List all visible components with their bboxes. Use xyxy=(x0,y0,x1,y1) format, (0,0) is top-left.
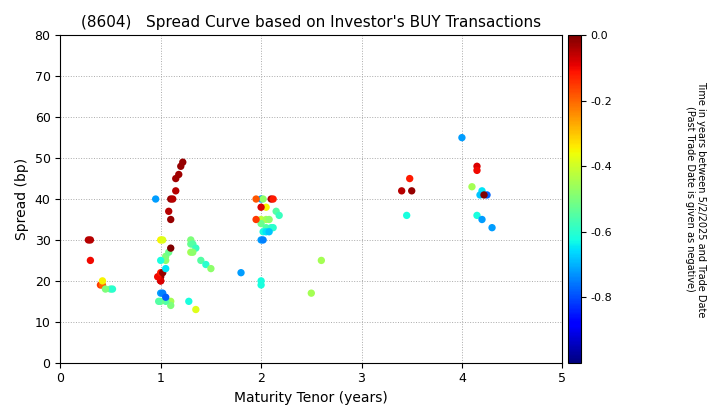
Point xyxy=(155,298,166,304)
Point xyxy=(96,281,108,288)
Point xyxy=(474,192,486,198)
Point xyxy=(153,273,164,280)
Point xyxy=(85,236,96,243)
Point xyxy=(185,236,197,243)
Point xyxy=(256,196,267,202)
Point xyxy=(187,241,199,247)
Point xyxy=(266,224,277,231)
X-axis label: Maturity Tenor (years): Maturity Tenor (years) xyxy=(235,391,388,405)
Point xyxy=(271,208,282,215)
Point xyxy=(456,134,468,141)
Point xyxy=(185,249,197,256)
Point xyxy=(155,236,166,243)
Point xyxy=(153,298,164,304)
Point xyxy=(165,245,176,252)
Point xyxy=(256,204,267,210)
Point xyxy=(267,224,279,231)
Point xyxy=(152,273,163,280)
Point xyxy=(173,171,184,178)
Point xyxy=(150,196,161,202)
Point xyxy=(177,159,189,165)
Point xyxy=(157,269,168,276)
Point xyxy=(157,236,168,243)
Point xyxy=(264,216,275,223)
Point xyxy=(256,281,267,288)
Point xyxy=(165,298,176,304)
Point xyxy=(163,249,174,256)
Point xyxy=(266,196,277,202)
Point xyxy=(155,278,166,284)
Point xyxy=(476,216,487,223)
Point xyxy=(315,257,327,264)
Point xyxy=(157,290,168,297)
Title: (8604)   Spread Curve based on Investor's BUY Transactions: (8604) Spread Curve based on Investor's … xyxy=(81,15,541,30)
Point xyxy=(274,212,285,219)
Point xyxy=(96,278,108,284)
Point xyxy=(160,294,171,301)
Point xyxy=(160,298,171,304)
Point xyxy=(165,216,176,223)
Point xyxy=(165,302,176,309)
Point xyxy=(305,290,317,297)
Point xyxy=(257,196,269,202)
Point xyxy=(200,261,212,268)
Point xyxy=(471,163,482,170)
Point xyxy=(155,273,166,280)
Point xyxy=(163,208,174,215)
Point xyxy=(155,278,166,284)
Point xyxy=(256,278,267,284)
Point xyxy=(160,253,171,260)
Point xyxy=(170,175,181,182)
Point xyxy=(175,163,186,170)
Point xyxy=(261,228,272,235)
Point xyxy=(183,298,194,304)
Point xyxy=(404,175,415,182)
Point xyxy=(170,187,181,194)
Point xyxy=(190,245,202,252)
Point xyxy=(261,204,272,210)
Point xyxy=(264,228,275,235)
Point xyxy=(187,249,199,256)
Point xyxy=(471,167,482,174)
Point xyxy=(261,224,272,231)
Point xyxy=(256,216,267,223)
Point xyxy=(257,228,269,235)
Point xyxy=(160,257,171,264)
Point xyxy=(256,220,267,227)
Point xyxy=(155,290,166,297)
Point xyxy=(406,187,418,194)
Point xyxy=(95,281,107,288)
Point xyxy=(251,196,262,202)
Point xyxy=(251,216,262,223)
Point xyxy=(257,236,269,243)
Point xyxy=(486,224,498,231)
Point xyxy=(476,187,487,194)
Point xyxy=(205,265,217,272)
Point xyxy=(190,306,202,313)
Point xyxy=(185,241,197,247)
Point xyxy=(155,257,166,264)
Point xyxy=(235,269,247,276)
Point xyxy=(467,184,478,190)
Y-axis label: Spread (bp): Spread (bp) xyxy=(15,158,29,240)
Point xyxy=(107,286,118,292)
Point xyxy=(478,192,490,198)
Point xyxy=(165,196,176,202)
Point xyxy=(261,216,272,223)
Point xyxy=(99,286,111,292)
Point xyxy=(160,265,171,272)
Point xyxy=(195,257,207,264)
Point xyxy=(471,212,482,219)
Point xyxy=(256,236,267,243)
Point xyxy=(267,196,279,202)
Point xyxy=(155,269,166,276)
Point xyxy=(85,257,96,264)
Point xyxy=(104,286,116,292)
Point xyxy=(83,236,94,243)
Point xyxy=(167,196,179,202)
Point xyxy=(396,187,408,194)
Point xyxy=(481,192,492,198)
Y-axis label: Time in years between 5/2/2025 and Trade Date
(Past Trade Date is given as negat: Time in years between 5/2/2025 and Trade… xyxy=(685,81,706,317)
Point xyxy=(401,212,413,219)
